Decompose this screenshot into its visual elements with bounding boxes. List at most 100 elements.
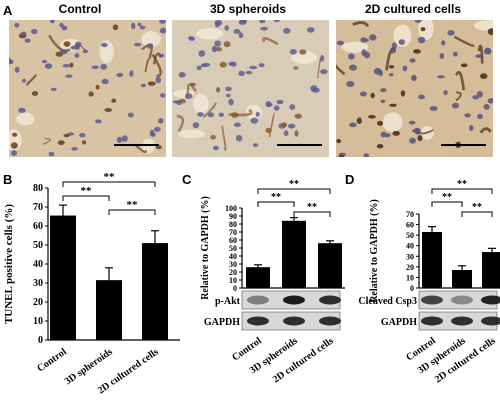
cell-nucleus [477, 113, 483, 120]
cell-nucleus [413, 49, 421, 54]
cell-nucleus [429, 106, 438, 111]
cell-nucleus [439, 53, 445, 59]
cell-nucleus [9, 58, 12, 65]
stain-strand [336, 64, 346, 76]
cell-nucleus [100, 63, 107, 70]
blot-band [283, 295, 305, 305]
cell-nucleus [356, 117, 362, 124]
cell-nucleus [411, 74, 417, 82]
cell-nucleus [116, 72, 124, 78]
cell-nucleus [283, 130, 289, 137]
cell-nucleus [42, 59, 47, 64]
blot-label: GAPDH [381, 317, 417, 328]
cell-nucleus [417, 36, 426, 44]
cell-nucleus [346, 81, 355, 87]
cell-nucleus [127, 112, 134, 118]
cell-nucleus [299, 49, 307, 55]
cell-nucleus [228, 61, 235, 66]
cell-nucleus [464, 113, 471, 118]
bar [96, 280, 122, 340]
cell-nucleus [376, 144, 384, 149]
cell-nucleus [121, 135, 128, 142]
y-tick-label: 80 [33, 183, 43, 194]
cell-nucleus [112, 24, 119, 31]
y-tick-label: 50 [229, 244, 237, 253]
cell-nucleus [131, 22, 136, 30]
blot-band [451, 316, 473, 326]
blot-band [421, 316, 443, 326]
cell-nucleus [294, 130, 299, 137]
lumen [393, 24, 412, 47]
cell-nucleus [402, 65, 408, 72]
cell-nucleus [252, 143, 259, 147]
cell-nucleus [255, 111, 260, 117]
cell-nucleus [101, 42, 108, 48]
cell-nucleus [265, 127, 272, 134]
significance-marker: ** [307, 202, 317, 213]
significance-marker: ** [472, 202, 482, 213]
cell-nucleus [400, 90, 406, 97]
cell-nucleus [31, 91, 39, 96]
blot-label: p-Akt [215, 296, 241, 307]
cell-nucleus [336, 138, 342, 144]
significance-bracket [257, 188, 331, 194]
y-tick-label: 20 [229, 268, 237, 277]
cell-nucleus [289, 49, 297, 55]
cell-nucleus [59, 49, 68, 55]
cell-nucleus [475, 54, 483, 59]
cell-nucleus [250, 117, 259, 124]
cell-nucleus [469, 125, 474, 131]
cell-nucleus [70, 45, 78, 50]
cell-nucleus [188, 36, 195, 41]
cell-nucleus [320, 55, 325, 62]
cell-nucleus [57, 140, 65, 145]
cell-nucleus [178, 72, 186, 78]
bar [50, 215, 76, 340]
cell-nucleus [245, 70, 253, 75]
cell-nucleus [214, 40, 221, 47]
y-tick-label: 20 [33, 297, 43, 308]
cell-nucleus [380, 131, 387, 138]
significance-marker: ** [442, 192, 452, 203]
stain-strand [352, 21, 370, 28]
significance-marker: ** [271, 192, 281, 203]
cell-nucleus [238, 20, 247, 25]
y-tick-label: 70 [229, 228, 237, 237]
cell-nucleus [368, 115, 376, 119]
cell-nucleus [408, 120, 416, 125]
cell-nucleus [137, 22, 142, 27]
cell-nucleus [420, 27, 426, 32]
panel-letter-d: D [345, 172, 355, 187]
y-tick-label: 70 [33, 202, 43, 213]
blot-band [319, 316, 341, 326]
cell-nucleus [146, 43, 154, 49]
cell-nucleus [389, 103, 397, 107]
cell-nucleus [213, 145, 219, 151]
cell-nucleus [266, 103, 273, 107]
panel-letter-a: A [3, 3, 13, 18]
cell-nucleus [207, 112, 214, 118]
y-tick-label: 40 [33, 259, 43, 270]
cell-nucleus [259, 20, 266, 24]
cell-nucleus [338, 152, 347, 157]
blot-band [283, 316, 305, 326]
cell-nucleus [218, 112, 224, 118]
cell-nucleus [30, 28, 38, 35]
micrograph-background [336, 20, 493, 157]
cell-nucleus [153, 126, 161, 132]
y-tick-label: 40 [406, 242, 414, 251]
bar [142, 243, 168, 340]
cell-nucleus [67, 132, 75, 136]
cell-nucleus [233, 29, 241, 34]
cell-nucleus [95, 84, 100, 90]
cell-nucleus [59, 22, 64, 28]
stain-strand [48, 34, 71, 52]
cell-nucleus [460, 63, 468, 68]
cell-nucleus [228, 98, 234, 106]
cell-nucleus [238, 32, 244, 39]
y-tick-label: 50 [406, 231, 414, 240]
cell-nucleus [388, 73, 394, 77]
cell-nucleus [417, 135, 423, 142]
y-tick-label: 100 [225, 204, 237, 213]
cell-nucleus [409, 58, 416, 63]
